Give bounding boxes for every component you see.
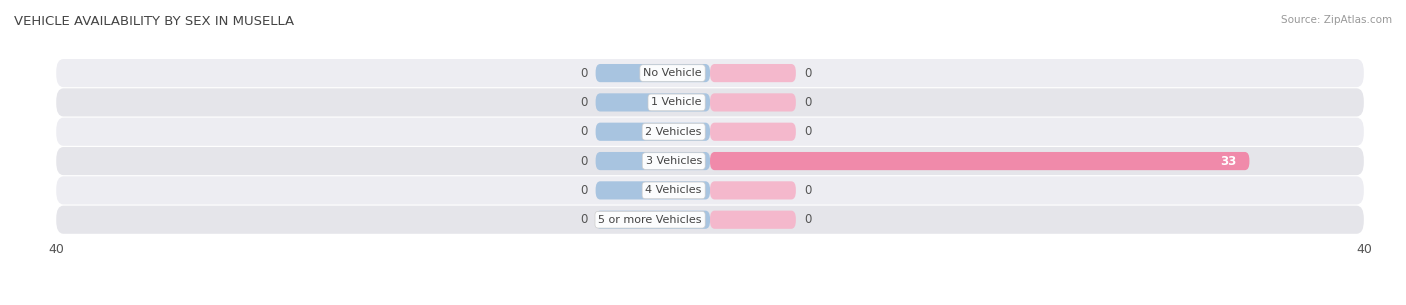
FancyBboxPatch shape — [596, 93, 710, 112]
Text: 0: 0 — [804, 184, 811, 197]
Text: 0: 0 — [804, 125, 811, 138]
Text: 0: 0 — [804, 96, 811, 109]
Text: 4 Vehicles: 4 Vehicles — [645, 185, 702, 196]
FancyBboxPatch shape — [56, 176, 1364, 204]
FancyBboxPatch shape — [710, 93, 796, 112]
FancyBboxPatch shape — [710, 211, 796, 229]
Text: VEHICLE AVAILABILITY BY SEX IN MUSELLA: VEHICLE AVAILABILITY BY SEX IN MUSELLA — [14, 15, 294, 28]
Text: 3 Vehicles: 3 Vehicles — [645, 156, 702, 166]
FancyBboxPatch shape — [56, 206, 1364, 234]
FancyBboxPatch shape — [56, 88, 1364, 117]
Text: 33: 33 — [1220, 155, 1236, 167]
Text: 0: 0 — [804, 213, 811, 226]
FancyBboxPatch shape — [56, 59, 1364, 87]
FancyBboxPatch shape — [596, 64, 710, 82]
Text: 1 Vehicle: 1 Vehicle — [651, 97, 702, 107]
Legend: Male, Female: Male, Female — [640, 304, 780, 305]
Text: 0: 0 — [581, 66, 588, 80]
FancyBboxPatch shape — [596, 181, 710, 199]
FancyBboxPatch shape — [56, 147, 1364, 175]
FancyBboxPatch shape — [596, 152, 710, 170]
Text: 2 Vehicles: 2 Vehicles — [645, 127, 702, 137]
FancyBboxPatch shape — [710, 181, 796, 199]
FancyBboxPatch shape — [710, 123, 796, 141]
Text: 5 or more Vehicles: 5 or more Vehicles — [599, 215, 702, 225]
Text: 0: 0 — [581, 213, 588, 226]
Text: Source: ZipAtlas.com: Source: ZipAtlas.com — [1281, 15, 1392, 25]
FancyBboxPatch shape — [596, 123, 710, 141]
FancyBboxPatch shape — [56, 118, 1364, 146]
Text: 0: 0 — [581, 184, 588, 197]
Text: 0: 0 — [581, 96, 588, 109]
Text: No Vehicle: No Vehicle — [643, 68, 702, 78]
FancyBboxPatch shape — [596, 211, 710, 229]
FancyBboxPatch shape — [710, 64, 796, 82]
Text: 0: 0 — [804, 66, 811, 80]
Text: 0: 0 — [581, 125, 588, 138]
Text: 0: 0 — [581, 155, 588, 167]
FancyBboxPatch shape — [710, 152, 1250, 170]
